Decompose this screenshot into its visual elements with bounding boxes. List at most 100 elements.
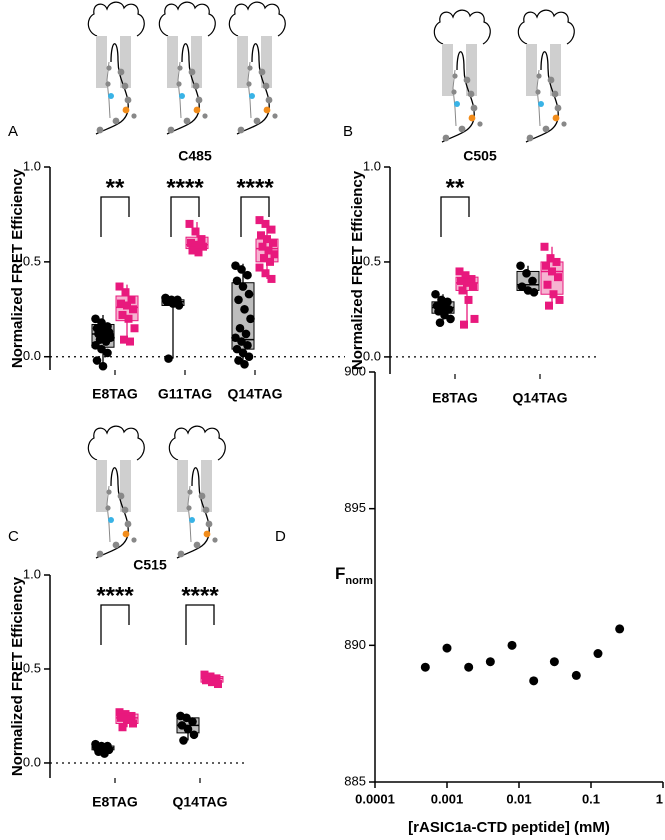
x-tick-label: 0.1 bbox=[582, 791, 600, 806]
data-point bbox=[187, 238, 195, 247]
y-tick-label: 0.5 bbox=[23, 660, 41, 675]
x-tick-label: G11TAG bbox=[158, 386, 212, 402]
data-point bbox=[117, 299, 125, 308]
data-point bbox=[258, 242, 267, 251]
data-point bbox=[255, 216, 264, 225]
data-point bbox=[130, 324, 139, 333]
data-point bbox=[243, 270, 252, 280]
y-tick-label: 890 bbox=[344, 637, 366, 652]
data-point bbox=[179, 736, 188, 745]
data-point bbox=[529, 676, 539, 686]
data-point bbox=[121, 288, 130, 297]
data-point bbox=[214, 680, 222, 689]
data-point bbox=[235, 323, 245, 333]
data-point bbox=[189, 730, 199, 740]
y-tick-label: 895 bbox=[344, 500, 366, 515]
data-point bbox=[548, 267, 556, 276]
data-point bbox=[126, 337, 134, 346]
x-tick-label: 0.0001 bbox=[355, 791, 395, 806]
y-axis-label: Normalized FRET Efficiency bbox=[9, 576, 26, 776]
data-point bbox=[127, 295, 136, 304]
data-point bbox=[202, 676, 210, 685]
data-point bbox=[266, 257, 274, 266]
data-point bbox=[455, 267, 464, 276]
data-point bbox=[120, 335, 128, 344]
x-tick-label: E8TAG bbox=[432, 390, 478, 406]
data-point bbox=[123, 301, 131, 310]
x-tick-label: 0.001 bbox=[431, 791, 464, 806]
data-point bbox=[460, 320, 468, 329]
data-point bbox=[446, 314, 455, 324]
data-point bbox=[127, 711, 136, 720]
chart-title: C485 bbox=[178, 148, 212, 164]
data-point bbox=[507, 640, 517, 650]
data-point bbox=[183, 724, 193, 734]
x-tick-label: Q14TAG bbox=[228, 386, 283, 402]
significance-bracket bbox=[100, 604, 130, 645]
significance-label: ** bbox=[106, 174, 125, 201]
data-point bbox=[243, 341, 252, 350]
y-tick-label: 0.5 bbox=[363, 253, 381, 268]
data-point bbox=[458, 286, 467, 295]
data-point bbox=[545, 301, 553, 310]
cartoons bbox=[87, 1, 575, 559]
data-point bbox=[255, 263, 264, 272]
data-point bbox=[98, 361, 108, 371]
data-point bbox=[124, 314, 133, 323]
data-point bbox=[244, 352, 254, 362]
y-axis-label: Normalized FRET Efficiency bbox=[349, 170, 366, 370]
cartoon bbox=[87, 1, 145, 135]
data-point bbox=[232, 276, 242, 286]
data-point bbox=[540, 242, 549, 251]
cartoon bbox=[87, 425, 145, 559]
data-point bbox=[115, 282, 124, 291]
data-point bbox=[123, 715, 131, 724]
significance-bracket bbox=[240, 196, 270, 237]
significance-bracket bbox=[170, 196, 200, 237]
data-point bbox=[469, 282, 477, 291]
data-point bbox=[549, 290, 558, 299]
data-point bbox=[420, 662, 430, 672]
data-point bbox=[516, 261, 525, 271]
data-point bbox=[615, 624, 625, 634]
significance-label: ** bbox=[446, 174, 465, 201]
cartoon bbox=[517, 9, 575, 143]
data-point bbox=[554, 273, 562, 282]
significance-label: **** bbox=[96, 582, 134, 609]
data-point bbox=[263, 235, 271, 244]
panel-label: D bbox=[275, 528, 286, 545]
chart-title: C515 bbox=[133, 557, 167, 573]
significance-label: **** bbox=[236, 174, 274, 201]
data-point bbox=[470, 314, 479, 323]
data-point bbox=[555, 295, 564, 304]
y-axis-label-main: F bbox=[335, 564, 345, 583]
data-point bbox=[199, 242, 207, 251]
data-point bbox=[463, 278, 471, 287]
cartoon bbox=[158, 1, 216, 135]
y-tick-label: 0.0 bbox=[23, 754, 41, 769]
data-point bbox=[571, 670, 581, 680]
x-tick-label: Q14TAG bbox=[173, 794, 228, 810]
data-point bbox=[267, 225, 276, 234]
data-point bbox=[240, 304, 249, 314]
data-point bbox=[261, 269, 270, 278]
data-point bbox=[238, 282, 248, 291]
data-point bbox=[118, 723, 127, 732]
x-tick-label: 0.01 bbox=[506, 791, 531, 806]
data-point bbox=[164, 354, 173, 363]
data-point bbox=[234, 295, 243, 305]
significance-bracket bbox=[440, 196, 470, 237]
data-point bbox=[464, 295, 473, 304]
data-point bbox=[237, 265, 246, 274]
y-tick-label: 1.0 bbox=[363, 158, 381, 173]
data-point bbox=[188, 246, 197, 255]
data-point bbox=[100, 749, 109, 758]
data-point bbox=[208, 678, 216, 687]
data-point bbox=[270, 250, 279, 259]
data-point bbox=[435, 318, 445, 328]
chart-title: C505 bbox=[463, 148, 497, 164]
significance-label: **** bbox=[181, 582, 219, 609]
y-axis-label: Normalized FRET Efficiency bbox=[9, 168, 26, 368]
data-point bbox=[431, 289, 440, 299]
